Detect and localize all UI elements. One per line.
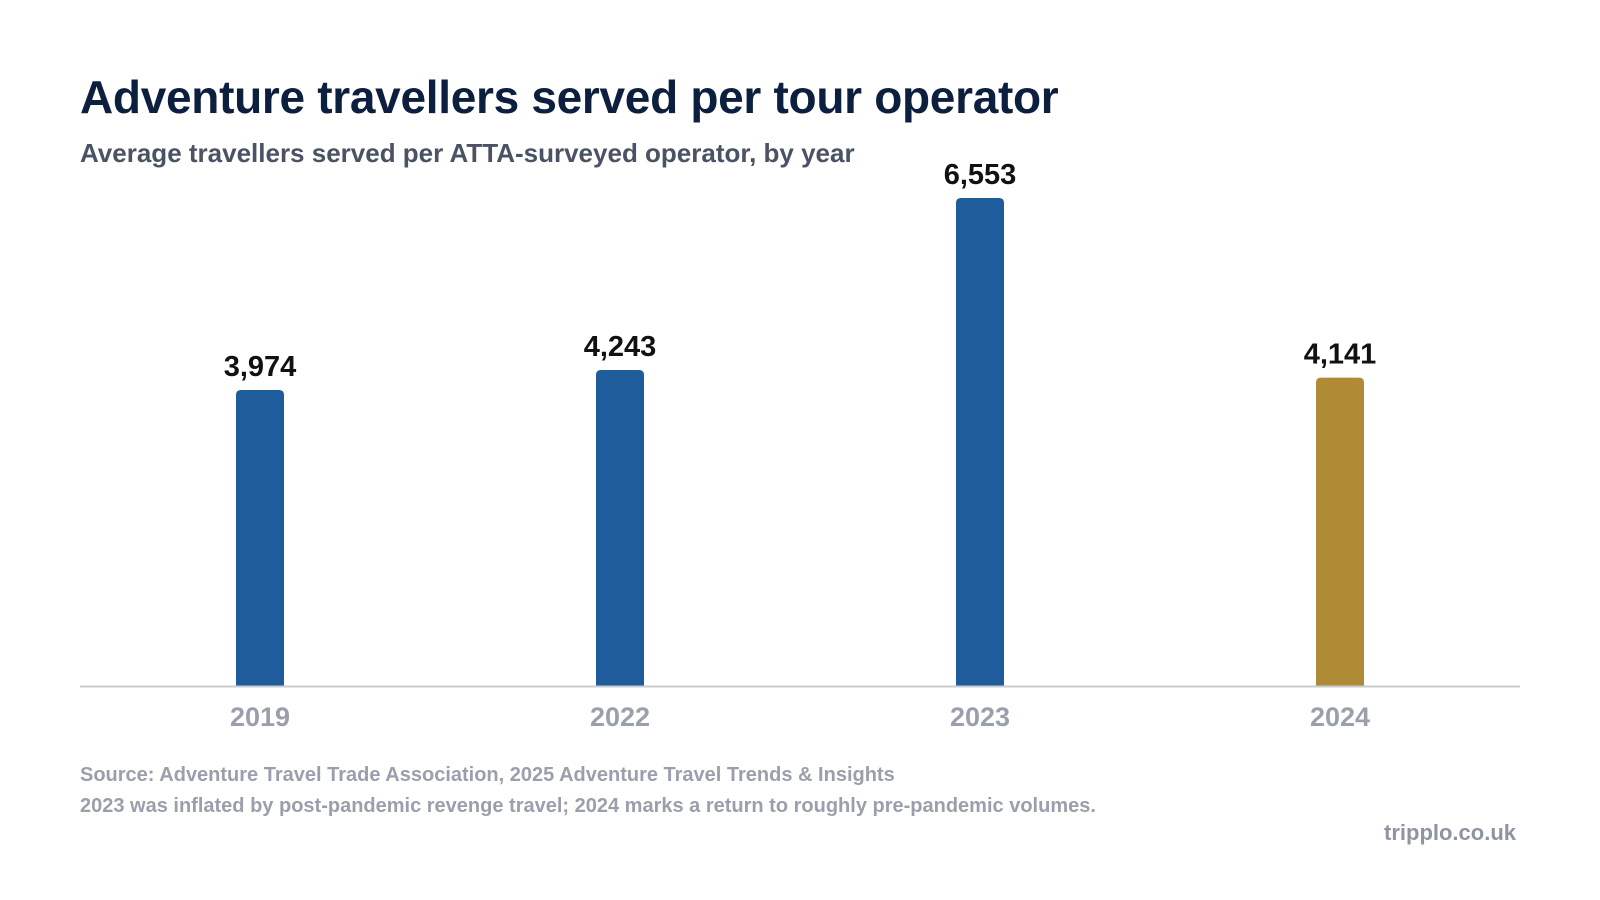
bar-2023 xyxy=(956,198,1004,686)
value-label-2022: 4,243 xyxy=(584,331,657,363)
value-label-2019: 3,974 xyxy=(224,351,297,383)
x-tick-label-2023: 2023 xyxy=(950,702,1010,732)
source-note: Source: Adventure Travel Trade Associati… xyxy=(80,764,895,786)
x-tick-label-2022: 2022 xyxy=(590,702,650,732)
bar-2022 xyxy=(596,370,644,686)
chart-footer: Source: Adventure Travel Trade Associati… xyxy=(80,762,1180,820)
x-tick-label-2019: 2019 xyxy=(230,702,290,732)
chart-title: Adventure travellers served per tour ope… xyxy=(80,71,1059,123)
value-label-2024: 4,141 xyxy=(1304,339,1377,371)
bar-2024 xyxy=(1316,377,1364,686)
bar-2019 xyxy=(236,390,284,686)
x-tick-label-2024: 2024 xyxy=(1310,702,1370,732)
value-label-2023: 6,553 xyxy=(944,159,1017,191)
chart-subtitle: Average travellers served per ATTA-surve… xyxy=(80,138,855,168)
footnote: 2023 was inflated by post-pandemic reven… xyxy=(80,795,1096,817)
brand-link[interactable]: tripplo.co.uk xyxy=(1384,820,1516,845)
